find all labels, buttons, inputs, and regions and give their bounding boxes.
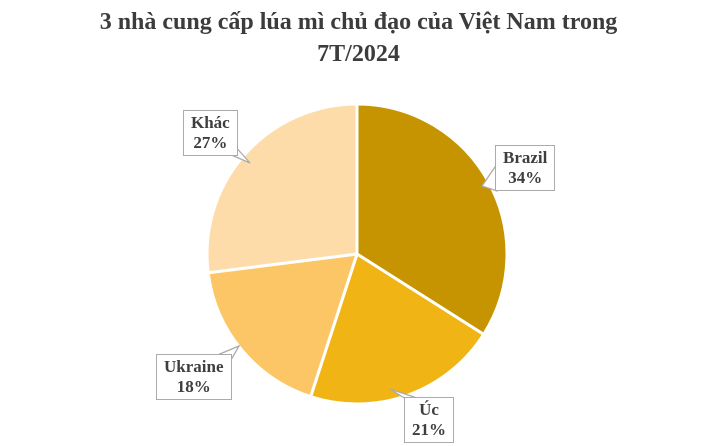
callout-khac-pct: 27% <box>193 133 228 152</box>
callout-uc-label: Úc <box>419 400 439 419</box>
chart-title-line2: 7T/2024 <box>317 41 400 67</box>
callout-uc: Úc 21% <box>404 397 454 443</box>
callout-khac-label: Khác <box>191 113 230 132</box>
chart-title-line1: 3 nhà cung cấp lúa mì chủ đạo của Việt N… <box>99 9 618 35</box>
callout-ukraine: Ukraine 18% <box>156 354 232 400</box>
callout-khac: Khác 27% <box>183 110 238 156</box>
chart-title: 3 nhà cung cấp lúa mì chủ đạo của Việt N… <box>0 6 717 70</box>
callout-brazil-pct: 34% <box>508 168 543 187</box>
callout-brazil: Brazil 34% <box>495 145 556 191</box>
callout-brazil-label: Brazil <box>503 148 548 167</box>
pie-slice-ukraine <box>206 252 359 399</box>
callout-ukraine-pct: 18% <box>176 377 211 396</box>
pie-slice-khác <box>205 102 359 275</box>
callout-uc-pct: 21% <box>412 420 446 439</box>
callout-ukraine-label: Ukraine <box>164 357 224 376</box>
